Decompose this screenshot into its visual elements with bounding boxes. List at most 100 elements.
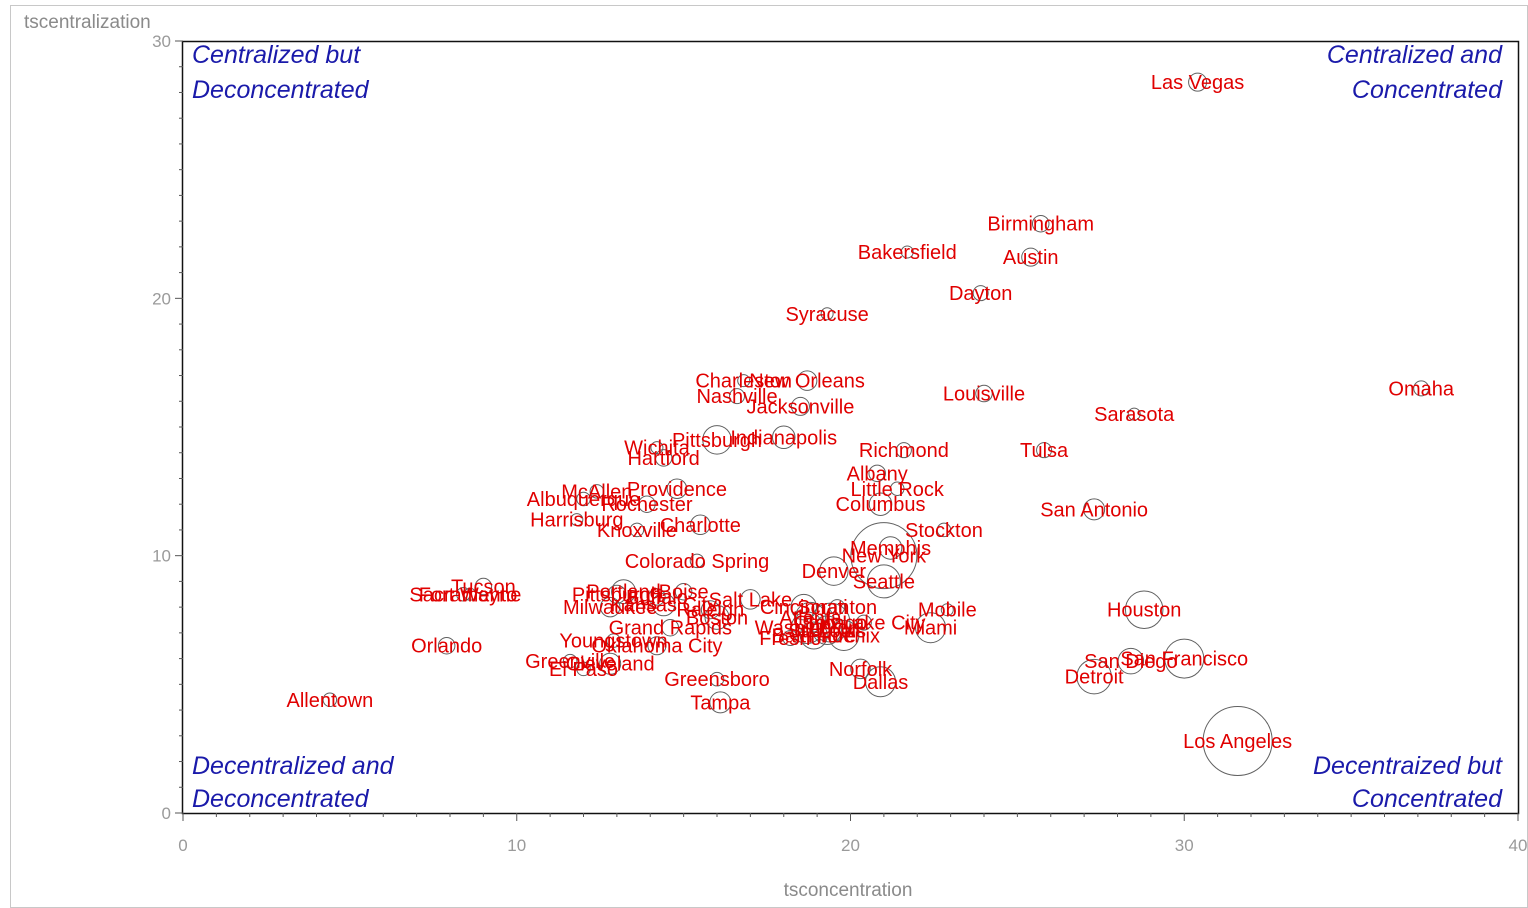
data-bubble [437,636,456,655]
data-bubble [1164,638,1205,679]
city-label: Sacramento [409,584,517,606]
data-bubble [704,604,730,630]
city-label: Las Vegas [1151,72,1244,94]
data-bubble [829,599,846,616]
quadrant-top-left-line2: Deconcentrated [192,76,370,104]
data-bubble [570,513,584,527]
data-bubble [611,579,637,605]
data-bubble [463,587,477,601]
data-bubble [866,564,901,599]
y-tick-label: 10 [152,547,171,566]
city-label: Bakersfield [858,242,957,264]
data-bubble [1083,498,1106,521]
city-label: Detroit [1065,667,1124,689]
data-bubble [322,692,338,708]
city-label: Atlanta [779,607,842,629]
x-tick-label: 0 [178,836,187,855]
city-label: Fort Wayne [419,584,522,606]
data-bubble [975,384,993,403]
x-tick-label: 20 [841,836,860,855]
data-bubble [576,661,591,677]
data-bubble [700,600,720,620]
city-label: Greensboro [664,669,770,691]
city-label: El Paso [549,659,618,681]
city-label: Phoenix [808,625,880,647]
data-bubble [940,603,954,617]
city-label: Richmond [859,440,949,462]
data-bubble [702,425,732,455]
city-label: Memphis [850,538,931,560]
city-label: McAllen [561,481,632,503]
data-bubble [606,633,621,648]
city-label: Cincinnati [760,597,848,619]
data-bubble [1076,658,1112,695]
bubble-layer [322,72,1430,776]
city-label: Indianapolis [730,427,837,449]
city-label: Pittsburgh [572,584,662,606]
data-bubble [799,621,828,650]
city-label: Oklahoma City [591,636,722,658]
city-label: Jacksonville [747,396,855,418]
data-bubble [740,589,761,610]
city-label: Albuquerque [527,489,640,511]
quadrant-bottom-left-line2: Deconcentrated [192,785,370,813]
city-label: Baltimore [772,625,856,647]
data-bubble [796,370,818,391]
data-bubble [855,614,872,631]
city-label: Nashville [696,386,777,408]
city-label: Birmingham [987,214,1094,236]
data-bubble [651,592,676,617]
data-bubble [647,636,667,656]
data-bubble [812,615,842,646]
quadrant-bottom-right-line1: Decentraized but [1313,752,1503,780]
data-bubble [1117,647,1145,675]
y-axis-title: tscentralization [24,12,151,33]
city-label: Kansas City [610,595,717,617]
data-bubble [689,553,705,569]
data-bubble [737,374,751,388]
data-bubble [820,307,834,321]
data-bubble [690,514,711,536]
data-bubble [819,556,849,586]
city-label: Miami [904,618,957,640]
city-label: Charleston [695,371,792,393]
quadrant-bottom-right-line2: Concentrated [1352,785,1503,813]
city-label: Rochester [601,494,692,516]
city-label: Sarasota [1094,404,1175,426]
city-label-layer: Las Vegas Birmingham Bakersfield Austin Dayt… [286,72,1454,753]
data-bubble [456,587,471,602]
city-label: Tucson [451,577,516,599]
city-label: Scranton [797,597,877,619]
data-bubble [790,611,824,644]
city-label: Boise [659,582,709,604]
data-bubble [607,584,627,604]
city-label: Tulsa [1020,440,1069,462]
city-label: Denver [802,561,867,583]
data-bubble [729,388,746,405]
city-label: Fresno [759,628,821,650]
city-label: Seattle [853,571,915,593]
plot-area [181,40,1520,815]
data-bubble [895,442,912,459]
x-tick-label: 30 [1175,836,1194,855]
data-bubble [772,425,796,450]
city-label: Austin [1003,247,1059,269]
city-label: Greenville [525,651,615,673]
city-label: Mobile [918,600,977,622]
x-tick-label: 10 [507,836,526,855]
city-label: Syracuse [785,304,868,326]
city-label: Chicago [794,613,867,635]
city-label: Los Angeles [1183,731,1292,753]
city-label: Orlando [411,636,482,658]
data-bubble [1413,380,1430,397]
x-axis-title: tsconcentration [784,880,913,901]
city-label: Harrisburg [530,510,623,532]
city-label: Little Rock [851,479,945,501]
city-label: Dayton [949,283,1012,305]
y-tick-label: 20 [152,289,171,308]
city-label: Dallas [853,672,909,694]
data-bubble [629,522,645,538]
city-label: Salt Lake City [802,613,925,635]
city-label: Columbus [836,494,926,516]
